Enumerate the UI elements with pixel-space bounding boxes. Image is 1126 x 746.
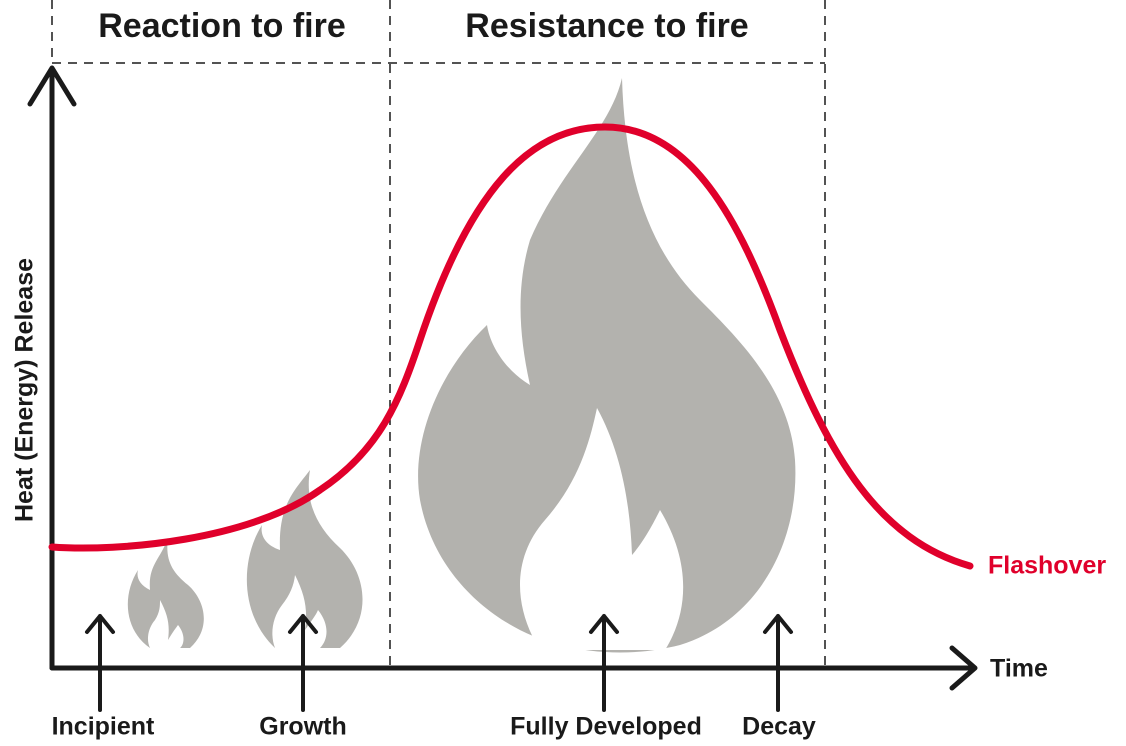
diagram: Reaction to fire Resistance to fire Heat… [0,0,1126,746]
flame-large [418,78,795,653]
stage-label: Incipient [52,713,155,741]
stage-arrow [87,616,113,710]
x-axis [52,648,975,688]
stage-arrow [591,616,617,710]
stage-label: Fully Developed [510,713,702,741]
section-title: Resistance to fire [465,7,748,45]
flame-small [128,538,204,648]
x-axis-label: Time [990,655,1048,683]
section-title: Reaction to fire [98,7,345,45]
page: Reaction to fire Resistance to fire Heat… [0,0,1126,746]
stage-label: Growth [259,713,347,741]
stage-arrow [765,616,791,710]
stage-label: Decay [742,713,816,741]
y-axis-label: Heat (Energy) Release [11,258,39,522]
curve-label: Flashover [988,552,1106,580]
stage-arrow [290,616,316,710]
